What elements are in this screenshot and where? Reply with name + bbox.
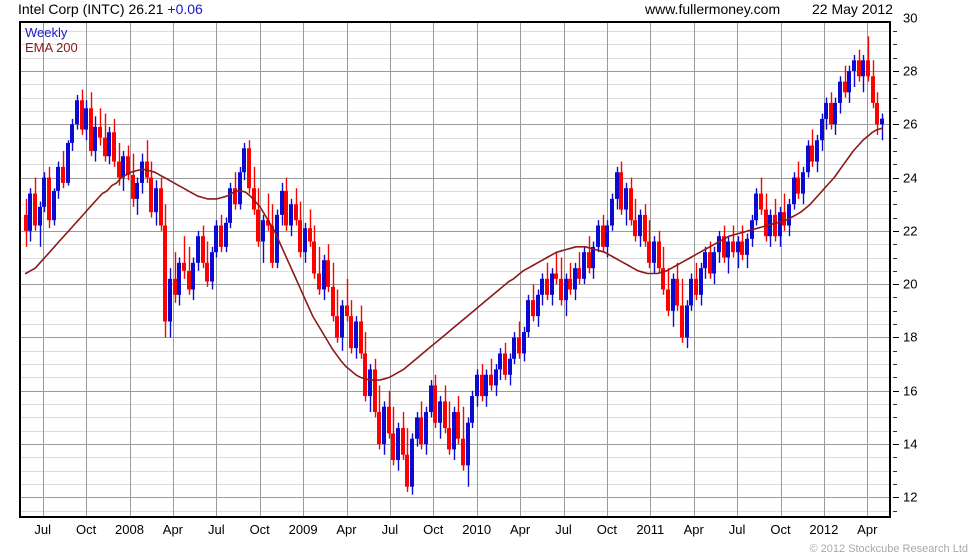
- chart-footer: © 2012 Stockcube Research Ltd: [0, 543, 980, 560]
- y-tick-minor: [893, 217, 897, 219]
- x-axis: Jul Oct 2008 Apr Jul Oct 2009 Apr Jul Oct 2010 Apr J…: [19, 520, 891, 544]
- chart-header: Intel Corp (INTC) 26.21 +0.06 www.fuller…: [0, 0, 980, 21]
- x-axis-label: Oct: [596, 522, 618, 537]
- y-axis-label: 12: [903, 489, 918, 505]
- y-axis-label: 22: [903, 223, 918, 239]
- site-url: www.fullermoney.com: [645, 1, 781, 17]
- y-tick-minor: [893, 270, 897, 272]
- chart-date: 22 May 2012: [812, 1, 893, 17]
- y-tick-major: [893, 70, 899, 72]
- x-axis-label: Jul: [555, 522, 572, 537]
- candles: [24, 36, 884, 495]
- x-axis-label: Apr: [857, 522, 878, 537]
- y-tick-minor: [893, 404, 897, 406]
- x-axis-label: 2008: [115, 522, 144, 537]
- y-tick-minor: [893, 364, 897, 366]
- candlestick-chart: [21, 23, 889, 516]
- y-tick-major: [893, 124, 899, 126]
- y-tick-minor: [893, 350, 897, 352]
- plot-inner: [21, 23, 889, 516]
- copyright-notice: © 2012 Stockcube Research Ltd: [809, 543, 968, 555]
- y-tick-minor: [893, 204, 897, 206]
- x-axis-label: Oct: [423, 522, 444, 537]
- y-tick-minor: [893, 244, 897, 246]
- y-tick-minor: [893, 417, 897, 419]
- x-axis-label: Apr: [162, 522, 184, 537]
- x-axis-label: Jul: [207, 522, 225, 537]
- y-tick-major: [893, 177, 899, 179]
- x-axis-label: Apr: [336, 522, 357, 537]
- y-tick-minor: [893, 377, 897, 379]
- y-axis-label: 16: [903, 383, 918, 399]
- y-tick-minor: [893, 510, 897, 512]
- y-tick-major: [893, 284, 899, 286]
- y-tick-major: [893, 230, 899, 232]
- instrument-name-price: Intel Corp (INTC) 26.21: [18, 1, 164, 17]
- y-tick-minor: [893, 484, 897, 486]
- x-axis-label: Oct: [770, 522, 791, 537]
- y-tick-minor: [893, 44, 897, 46]
- y-tick-minor: [893, 310, 897, 312]
- y-axis-label: 18: [903, 329, 918, 345]
- y-tick-minor: [893, 164, 897, 166]
- y-tick-minor: [893, 324, 897, 326]
- x-axis-label: Oct: [249, 522, 270, 537]
- chart-legend: Weekly EMA 200: [25, 25, 78, 55]
- y-tick-minor: [893, 297, 897, 299]
- y-axis-label: 28: [903, 63, 918, 79]
- y-tick-minor: [893, 430, 897, 432]
- y-tick-minor: [893, 30, 897, 32]
- y-axis-label: 30: [903, 10, 918, 26]
- y-axis-label: 26: [903, 116, 918, 132]
- instrument-title: Intel Corp (INTC) 26.21 +0.06: [18, 1, 203, 17]
- y-tick-minor: [893, 97, 897, 99]
- ema-200-line: [24, 127, 883, 381]
- y-tick-minor: [893, 470, 897, 472]
- x-axis-label: 2012: [809, 522, 839, 537]
- legend-item-weekly: Weekly: [25, 25, 68, 40]
- y-tick-major: [893, 444, 899, 446]
- y-tick-minor: [893, 137, 897, 139]
- x-axis-label: 2009: [288, 522, 318, 537]
- plot-area: Weekly EMA 200: [19, 21, 891, 518]
- x-axis-label: Jul: [34, 522, 51, 537]
- legend-item-ema200: EMA 200: [25, 40, 78, 55]
- y-axis-label: 24: [903, 170, 918, 186]
- y-tick-major: [893, 390, 899, 392]
- y-tick-minor: [893, 257, 897, 259]
- y-tick-minor: [893, 84, 897, 86]
- x-axis-label: Apr: [683, 522, 704, 537]
- x-axis-label: Apr: [509, 522, 531, 537]
- x-axis-label: 2011: [636, 522, 665, 537]
- y-tick-minor: [893, 190, 897, 192]
- x-axis-label: Jul: [728, 522, 746, 537]
- y-tick-minor: [893, 57, 897, 59]
- y-tick-minor: [893, 150, 897, 152]
- y-tick-minor: [893, 457, 897, 459]
- x-axis-label: 2010: [462, 522, 492, 537]
- y-tick-major: [893, 497, 899, 499]
- y-tick-major: [893, 337, 899, 339]
- y-axis: 30 28 26 24 22 20 18 16 14 12: [893, 10, 973, 518]
- y-tick-minor: [893, 110, 897, 112]
- x-axis-label: Oct: [75, 522, 97, 537]
- y-axis-label: 20: [903, 276, 918, 292]
- price-change: +0.06: [167, 1, 203, 17]
- y-axis-label: 14: [903, 436, 918, 452]
- x-axis-label: Jul: [381, 522, 399, 537]
